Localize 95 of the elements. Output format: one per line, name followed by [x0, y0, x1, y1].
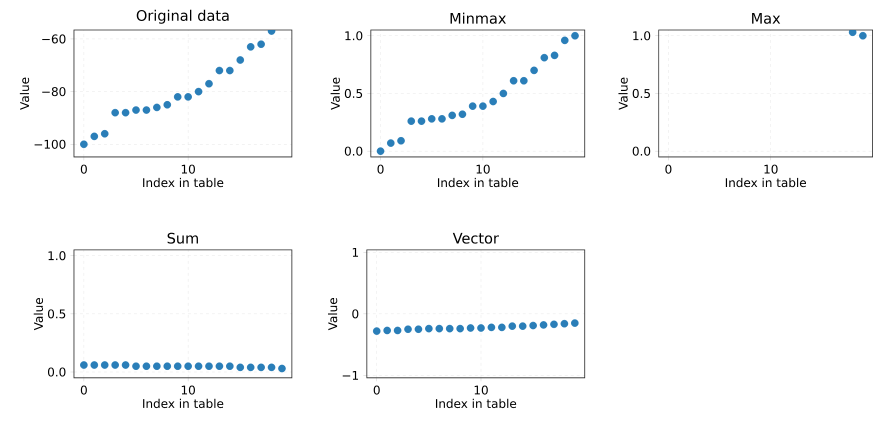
point: [142, 106, 150, 114]
point: [111, 108, 119, 117]
y-tick-label: 0.0: [632, 146, 650, 156]
x-tick-label: 0: [374, 386, 380, 395]
point: [446, 324, 454, 333]
point: [560, 36, 569, 44]
point: [500, 90, 508, 98]
y-tick-label: 0: [352, 309, 358, 318]
x-tick-label: 0: [80, 386, 87, 395]
y-axis-title: Value: [20, 78, 30, 110]
y-axis-title: Value: [330, 78, 340, 110]
point: [466, 324, 474, 332]
chart-title: Original data: [136, 10, 229, 24]
point: [100, 130, 109, 138]
point: [90, 132, 98, 140]
point: [550, 320, 558, 328]
x-axis-title: Index in table: [143, 398, 224, 408]
point: [508, 322, 516, 330]
point: [540, 321, 548, 329]
point: [132, 106, 140, 114]
point: [518, 322, 526, 330]
point: [394, 326, 402, 334]
y-axis-title: Value: [328, 298, 338, 330]
point: [122, 108, 130, 117]
point: [428, 115, 436, 123]
point: [435, 324, 444, 333]
point: [153, 104, 161, 112]
x-axis-title: Index in table: [726, 178, 806, 188]
point: [418, 117, 426, 126]
point: [425, 324, 433, 333]
chart-title: Sum: [168, 232, 198, 244]
y-tick-label: 0.5: [632, 89, 650, 98]
point: [257, 40, 265, 48]
x-tick-label: 0: [665, 164, 672, 174]
point: [530, 66, 538, 74]
y-axis-title: Value: [618, 78, 628, 110]
x-tick-label: 10: [764, 164, 778, 174]
point: [236, 56, 244, 64]
point: [194, 88, 202, 96]
x-tick-label: 10: [182, 164, 195, 174]
x-axis-title: Index in table: [436, 398, 516, 408]
point: [246, 43, 254, 51]
point: [386, 139, 395, 147]
point: [520, 77, 528, 85]
point: [205, 80, 213, 88]
chart-title: Minmax: [450, 12, 506, 24]
y-tick-label: −60: [42, 34, 66, 44]
point: [479, 102, 487, 110]
y-tick-label: −80: [42, 87, 66, 96]
point: [414, 326, 422, 334]
point: [456, 324, 464, 333]
point: [383, 326, 391, 334]
y-tick-label: 1.0: [48, 251, 66, 260]
point: [226, 66, 234, 74]
x-tick-label: 10: [182, 386, 195, 395]
point: [529, 322, 537, 330]
point: [458, 110, 466, 118]
y-tick-label: 0.5: [48, 309, 66, 318]
point: [498, 324, 506, 332]
point: [438, 115, 446, 123]
point: [372, 327, 381, 335]
point: [184, 93, 192, 101]
point: [80, 140, 88, 148]
y-tick-label: 1.0: [345, 31, 362, 40]
point: [550, 52, 558, 60]
x-tick-label: 10: [476, 164, 490, 174]
y-tick-label: 0.5: [344, 89, 362, 98]
x-tick-label: 0: [378, 164, 384, 174]
y-axis-title: Value: [34, 298, 44, 330]
x-tick-label: 10: [474, 386, 488, 395]
point: [510, 77, 518, 85]
point: [397, 137, 405, 145]
y-tick-label: 0.0: [48, 368, 66, 377]
point: [404, 326, 412, 334]
chart-title: Max: [752, 13, 780, 24]
point: [407, 117, 416, 126]
point: [468, 102, 476, 110]
point: [540, 54, 548, 62]
point: [560, 320, 568, 328]
y-tick-label: −100: [34, 140, 66, 149]
point: [163, 101, 172, 109]
y-tick-label: 1: [352, 248, 358, 257]
x-axis-title: Index in table: [143, 178, 224, 188]
y-tick-label: 0.0: [344, 146, 362, 156]
point: [489, 98, 497, 106]
y-tick-label: −1: [342, 371, 358, 380]
point: [216, 66, 224, 74]
point: [174, 93, 182, 101]
point: [488, 324, 496, 332]
point: [448, 112, 456, 120]
chart-title: Vector: [452, 233, 499, 244]
x-tick-label: 0: [80, 164, 87, 174]
x-axis-title: Index in table: [438, 178, 518, 188]
y-tick-label: 1.0: [633, 31, 650, 40]
point: [477, 324, 485, 332]
